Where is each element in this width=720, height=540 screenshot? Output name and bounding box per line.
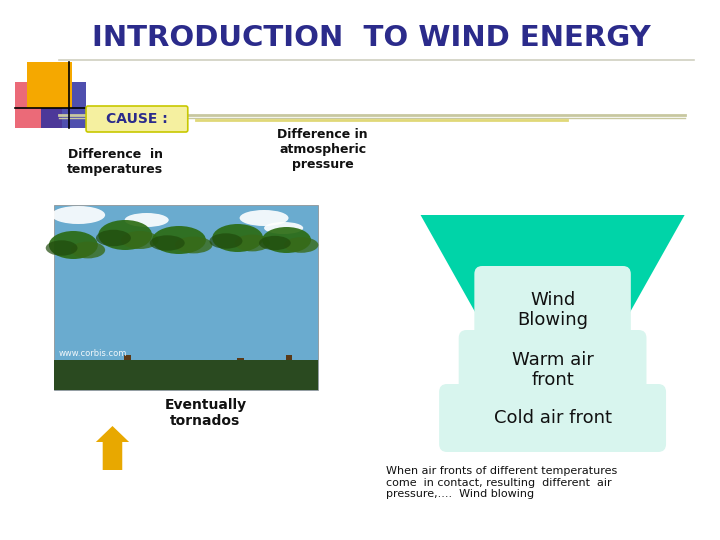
Text: Warm air
front: Warm air front bbox=[512, 350, 593, 389]
Text: Eventually
tornados: Eventually tornados bbox=[164, 398, 246, 428]
FancyBboxPatch shape bbox=[14, 82, 62, 128]
FancyBboxPatch shape bbox=[474, 266, 631, 354]
Text: www.corbis.com: www.corbis.com bbox=[59, 349, 127, 358]
Ellipse shape bbox=[210, 233, 243, 249]
FancyArrow shape bbox=[96, 426, 129, 470]
Ellipse shape bbox=[96, 230, 131, 246]
Ellipse shape bbox=[99, 220, 152, 250]
Ellipse shape bbox=[71, 241, 105, 259]
Ellipse shape bbox=[152, 226, 206, 254]
FancyBboxPatch shape bbox=[41, 82, 86, 128]
Text: Difference in
atmospheric
pressure: Difference in atmospheric pressure bbox=[277, 128, 368, 171]
FancyBboxPatch shape bbox=[86, 106, 188, 132]
Text: Wind
Blowing: Wind Blowing bbox=[517, 291, 588, 329]
FancyBboxPatch shape bbox=[237, 358, 243, 360]
FancyBboxPatch shape bbox=[286, 355, 292, 360]
Ellipse shape bbox=[46, 240, 78, 256]
Text: Cold air front: Cold air front bbox=[494, 409, 611, 427]
Ellipse shape bbox=[212, 224, 263, 252]
Ellipse shape bbox=[240, 210, 289, 226]
Text: Difference  in
temperatures: Difference in temperatures bbox=[68, 148, 163, 176]
Ellipse shape bbox=[125, 213, 168, 227]
FancyBboxPatch shape bbox=[439, 384, 666, 452]
Ellipse shape bbox=[264, 222, 303, 234]
Ellipse shape bbox=[259, 236, 291, 250]
Ellipse shape bbox=[150, 235, 185, 251]
FancyBboxPatch shape bbox=[54, 205, 318, 390]
Polygon shape bbox=[420, 215, 685, 450]
Text: When air fronts of different temperatures
come  in contact, resulting  different: When air fronts of different temperature… bbox=[387, 466, 618, 499]
FancyBboxPatch shape bbox=[125, 355, 131, 360]
Text: CAUSE :: CAUSE : bbox=[106, 112, 168, 126]
FancyBboxPatch shape bbox=[54, 360, 318, 390]
Ellipse shape bbox=[49, 231, 98, 259]
Ellipse shape bbox=[121, 231, 158, 249]
Ellipse shape bbox=[235, 234, 270, 252]
Ellipse shape bbox=[262, 227, 311, 253]
FancyBboxPatch shape bbox=[459, 330, 647, 410]
Ellipse shape bbox=[175, 237, 212, 253]
Text: INTRODUCTION  TO WIND ENERGY: INTRODUCTION TO WIND ENERGY bbox=[92, 24, 651, 52]
Ellipse shape bbox=[284, 237, 318, 253]
Ellipse shape bbox=[51, 206, 105, 224]
FancyBboxPatch shape bbox=[27, 62, 73, 108]
